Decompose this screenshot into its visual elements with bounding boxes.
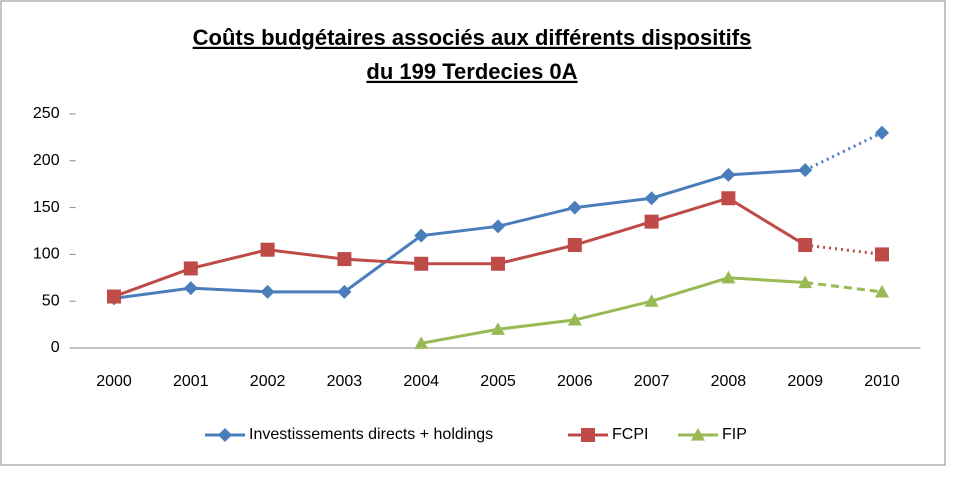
data-point <box>875 125 889 140</box>
legend-marker <box>581 428 595 442</box>
data-point <box>183 281 198 296</box>
y-tick-label: 250 <box>33 105 60 122</box>
y-tick-label: 200 <box>33 152 60 169</box>
data-point <box>491 219 505 234</box>
legend-marker <box>218 428 232 442</box>
x-tick-label: 2007 <box>634 373 670 390</box>
legend-label: Investissements directs + holdings <box>249 426 493 443</box>
data-point <box>798 163 813 178</box>
data-point <box>721 167 736 182</box>
chart-title: Coûts budgétaires associés aux différent… <box>193 25 752 50</box>
y-tick-label: 150 <box>33 199 60 216</box>
projection-line <box>804 131 883 172</box>
y-tick-label: 100 <box>33 246 60 263</box>
data-point <box>414 228 429 243</box>
x-tick-label: 2001 <box>173 373 209 390</box>
data-point <box>107 289 121 304</box>
line <box>113 196 806 298</box>
data-point <box>721 191 736 206</box>
legend-marker <box>691 428 705 441</box>
data-point <box>414 256 429 271</box>
data-point <box>491 322 505 335</box>
legend-label: FCPI <box>612 426 648 443</box>
data-point <box>644 214 659 229</box>
y-tick-label: 50 <box>42 292 60 309</box>
line <box>113 168 806 300</box>
data-point <box>875 284 889 298</box>
data-point <box>491 256 505 271</box>
x-tick-label: 2006 <box>557 373 593 390</box>
data-point <box>875 247 889 262</box>
y-tick-label: 0 <box>51 339 60 356</box>
chart-subtitle: du 199 Terdecies 0A <box>366 59 577 84</box>
data-point <box>414 336 429 349</box>
data-point <box>798 238 813 253</box>
data-point <box>721 270 736 284</box>
data-point <box>644 191 659 206</box>
data-point <box>260 284 275 299</box>
data-point <box>644 294 659 307</box>
x-tick-label: 2008 <box>711 373 747 390</box>
data-point <box>567 312 582 326</box>
data-point <box>260 242 275 257</box>
x-tick-label: 2005 <box>480 373 516 390</box>
x-tick-label: 2002 <box>250 373 286 390</box>
x-tick-label: 2004 <box>403 373 439 390</box>
data-point <box>337 284 352 299</box>
data-point <box>183 261 198 276</box>
data-point <box>798 275 813 289</box>
line <box>420 276 806 345</box>
data-point <box>567 200 582 215</box>
projection-line <box>805 243 883 256</box>
x-tick-label: 2010 <box>864 373 900 390</box>
legend-label: FIP <box>722 426 747 443</box>
data-point <box>337 252 352 267</box>
x-tick-label: 2000 <box>96 373 132 390</box>
x-tick-label: 2003 <box>327 373 363 390</box>
x-tick-label: 2009 <box>787 373 823 390</box>
data-point <box>567 238 582 253</box>
